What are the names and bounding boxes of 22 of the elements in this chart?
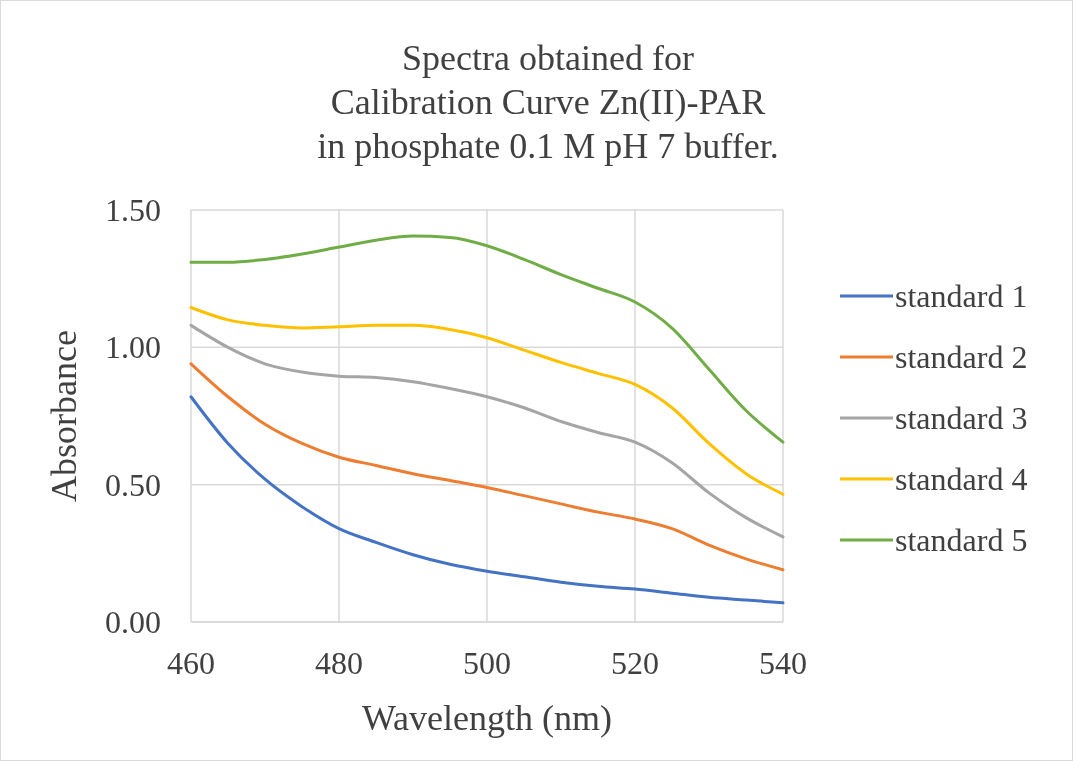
legend-label: standard 2 bbox=[895, 339, 1028, 375]
legend-label: standard 1 bbox=[895, 278, 1028, 314]
legend-label: standard 5 bbox=[895, 522, 1028, 558]
x-tick-label: 540 bbox=[759, 645, 807, 681]
x-tick-label: 480 bbox=[315, 645, 363, 681]
y-tick-label: 0.00 bbox=[105, 604, 161, 640]
x-tick-label: 500 bbox=[463, 645, 511, 681]
line-series bbox=[189, 323, 785, 539]
x-tick-label: 460 bbox=[167, 645, 215, 681]
chart-title: Spectra obtained for Calibration Curve Zn(II)-PAR in phosphate 0.1 M pH 7 buffer. bbox=[317, 38, 779, 166]
y-tick-label: 1.00 bbox=[105, 329, 161, 366]
line-series bbox=[189, 362, 785, 572]
line-series bbox=[189, 234, 785, 444]
x-tick-label: 520 bbox=[611, 645, 659, 681]
legend-label: standard 4 bbox=[895, 461, 1028, 497]
y-tick-label: 0.50 bbox=[105, 466, 161, 503]
line-series bbox=[189, 306, 785, 496]
y-tick-label: 1.50 bbox=[105, 192, 161, 228]
x-axis-title: Wavelength (nm) bbox=[361, 698, 613, 738]
y-axis-title: Absorbance bbox=[44, 330, 84, 502]
legend-label: standard 3 bbox=[895, 400, 1028, 436]
line-series bbox=[189, 395, 785, 605]
